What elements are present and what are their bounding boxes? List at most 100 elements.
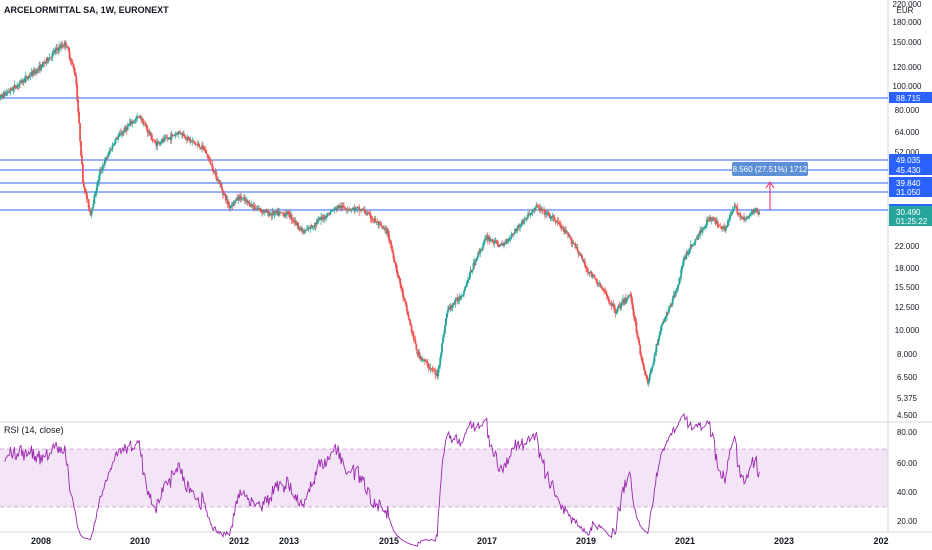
candle-body — [132, 121, 135, 123]
candle-body — [603, 290, 605, 292]
candle-body — [750, 212, 753, 214]
candle-body — [420, 357, 423, 359]
candle-body — [189, 139, 192, 142]
candle-body — [597, 283, 600, 285]
candle-body — [658, 335, 661, 340]
candle-body — [663, 321, 665, 323]
candle-body — [616, 308, 619, 312]
candle-body — [42, 62, 44, 68]
candle-body — [183, 134, 186, 138]
candle-body — [590, 271, 593, 277]
candle-body — [492, 241, 495, 243]
candle-body — [342, 205, 344, 207]
candle-body — [288, 215, 291, 218]
candle-body — [534, 207, 537, 211]
candle-body — [448, 307, 451, 310]
candle-body — [700, 230, 703, 232]
candle-body — [88, 207, 91, 211]
candle-body — [494, 240, 497, 243]
candle-body — [608, 301, 611, 304]
candle-body — [62, 45, 65, 47]
last-price-label: 30.490 — [896, 208, 921, 217]
candle-body — [137, 116, 140, 118]
candle-body — [738, 213, 741, 215]
candle-body — [414, 339, 417, 345]
candle-body — [284, 214, 287, 216]
candle-body — [421, 357, 423, 361]
price-axis-label: 220.000 — [893, 0, 922, 9]
candle-body — [457, 300, 460, 302]
candle-body — [184, 137, 187, 139]
candle-body — [560, 225, 563, 228]
candle-body — [461, 295, 463, 297]
candle-body — [318, 217, 321, 220]
candle-body — [281, 212, 283, 214]
candle-body — [220, 183, 222, 187]
candle-body — [511, 233, 514, 235]
candle-body — [579, 253, 582, 256]
candle-body — [676, 287, 679, 291]
candle-body — [620, 303, 623, 309]
candle-body — [418, 352, 421, 356]
candle-body — [120, 133, 122, 136]
candle-body — [711, 217, 714, 220]
candle-body — [655, 343, 658, 353]
candle-body — [359, 208, 362, 211]
candle-body — [751, 210, 754, 213]
candle-body — [290, 214, 293, 220]
candle-body — [262, 210, 264, 213]
candle-body — [636, 332, 639, 338]
candle-body — [203, 146, 205, 150]
candle-body — [746, 216, 748, 219]
candle-body — [98, 175, 101, 182]
candle-body — [732, 208, 735, 211]
candle-body — [540, 208, 543, 209]
candle-body — [322, 217, 324, 220]
candle-body — [384, 228, 387, 230]
candle-body — [389, 241, 392, 245]
candle-body — [265, 210, 268, 213]
candle-body — [12, 87, 15, 91]
candle-body — [607, 298, 610, 302]
candle-body — [11, 89, 14, 91]
candle-body — [479, 249, 482, 254]
candle-body — [304, 230, 307, 232]
candle-body — [703, 228, 705, 229]
candle-body — [444, 326, 446, 334]
x-axis-label: 2010 — [130, 536, 150, 546]
candle-body — [589, 271, 592, 273]
candle-body — [428, 367, 431, 369]
candle-body — [263, 210, 266, 213]
candle-body — [17, 85, 20, 87]
candle-body — [576, 246, 579, 251]
candle-body — [416, 349, 419, 355]
candle-body — [404, 298, 406, 302]
candle-body — [82, 164, 84, 183]
candle-body — [239, 195, 242, 200]
candle-body — [639, 345, 642, 355]
candle-body — [665, 316, 667, 319]
candle-body — [176, 133, 179, 135]
candle-body — [376, 221, 379, 223]
candle-body — [409, 321, 412, 326]
price-axis-label: 64.000 — [895, 128, 920, 137]
candle-body — [413, 338, 416, 340]
candle-body — [510, 233, 513, 238]
candle-body — [147, 131, 150, 133]
candle-body — [657, 339, 660, 346]
candle-body — [404, 301, 407, 305]
candle-body — [613, 304, 616, 312]
candle-body — [599, 283, 602, 288]
candle-body — [234, 200, 237, 203]
candle-body — [423, 359, 425, 361]
candle-body — [224, 195, 227, 201]
candle-body — [305, 229, 308, 231]
candle-body — [755, 208, 758, 210]
candle-body — [537, 206, 540, 208]
candle-body — [279, 211, 282, 213]
candle-body — [728, 215, 731, 221]
candle-body — [443, 333, 445, 338]
candle-body — [306, 228, 309, 230]
candle-body — [214, 171, 217, 173]
level-badge — [889, 92, 932, 103]
